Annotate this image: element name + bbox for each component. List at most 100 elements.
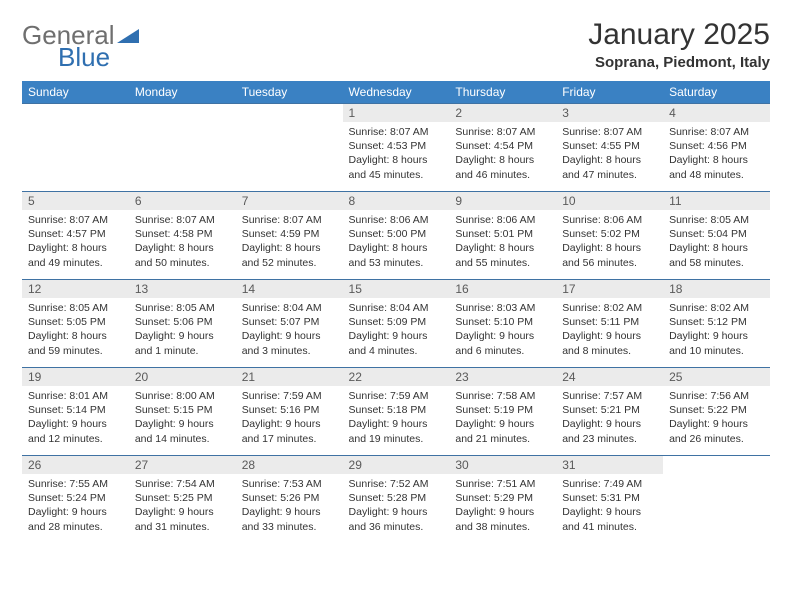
month-title: January 2025 [588,18,770,52]
day-info: Sunrise: 8:05 AMSunset: 5:05 PMDaylight:… [22,298,129,358]
day-info-line: Sunset: 5:22 PM [669,403,764,417]
day-info-line: Sunrise: 8:06 AM [562,213,657,227]
day-info: Sunrise: 8:06 AMSunset: 5:01 PMDaylight:… [449,210,556,270]
day-info-line: Sunset: 5:05 PM [28,315,123,329]
day-info: Sunrise: 7:59 AMSunset: 5:16 PMDaylight:… [236,386,343,446]
dow-friday: Friday [556,81,663,104]
day-info: Sunrise: 8:04 AMSunset: 5:09 PMDaylight:… [343,298,450,358]
day-info-line: Sunrise: 8:02 AM [562,301,657,315]
calendar-cell: 23Sunrise: 7:58 AMSunset: 5:19 PMDayligh… [449,368,556,456]
day-info-line: Sunrise: 8:07 AM [349,125,444,139]
day-info-line: Sunset: 4:53 PM [349,139,444,153]
location-label: Soprana, Piedmont, Italy [588,54,770,71]
day-info-line: Daylight: 9 hours [349,417,444,431]
day-info: Sunrise: 8:02 AMSunset: 5:11 PMDaylight:… [556,298,663,358]
calendar-cell: 4Sunrise: 8:07 AMSunset: 4:56 PMDaylight… [663,104,770,192]
day-number: 17 [556,280,663,298]
day-info: Sunrise: 8:07 AMSunset: 4:53 PMDaylight:… [343,122,450,182]
day-number: 27 [129,456,236,474]
day-info-line: Daylight: 9 hours [562,329,657,343]
day-info-line: Sunrise: 8:07 AM [455,125,550,139]
day-number: 7 [236,192,343,210]
day-number: 19 [22,368,129,386]
calendar-cell: 26Sunrise: 7:55 AMSunset: 5:24 PMDayligh… [22,456,129,544]
calendar-cell: 14Sunrise: 8:04 AMSunset: 5:07 PMDayligh… [236,280,343,368]
day-info: Sunrise: 8:07 AMSunset: 4:58 PMDaylight:… [129,210,236,270]
day-info-line: and 52 minutes. [242,256,337,270]
day-info-line: Sunrise: 7:56 AM [669,389,764,403]
day-info-line: Daylight: 9 hours [562,417,657,431]
day-info-line: and 12 minutes. [28,432,123,446]
day-info-line: Sunset: 5:10 PM [455,315,550,329]
day-info-line: Sunrise: 7:53 AM [242,477,337,491]
day-info-line: Sunset: 4:56 PM [669,139,764,153]
day-info-line: Sunset: 5:25 PM [135,491,230,505]
day-info-line: and 21 minutes. [455,432,550,446]
day-info-line: and 6 minutes. [455,344,550,358]
day-info-line: Daylight: 8 hours [455,153,550,167]
day-info-line: and 31 minutes. [135,520,230,534]
day-info-line: Sunset: 5:19 PM [455,403,550,417]
day-info-line: Sunrise: 7:58 AM [455,389,550,403]
calendar-cell: 29Sunrise: 7:52 AMSunset: 5:28 PMDayligh… [343,456,450,544]
day-info-line: Sunrise: 7:52 AM [349,477,444,491]
calendar-cell: 19Sunrise: 8:01 AMSunset: 5:14 PMDayligh… [22,368,129,456]
calendar-cell: 22Sunrise: 7:59 AMSunset: 5:18 PMDayligh… [343,368,450,456]
calendar-cell [129,104,236,192]
day-info: Sunrise: 8:07 AMSunset: 4:54 PMDaylight:… [449,122,556,182]
day-info-line: and 28 minutes. [28,520,123,534]
day-number: 6 [129,192,236,210]
day-info-line: Daylight: 9 hours [349,505,444,519]
day-info-line: Sunrise: 8:07 AM [135,213,230,227]
day-info-line: Daylight: 8 hours [562,153,657,167]
day-info-line: and 1 minute. [135,344,230,358]
day-info-line: Sunrise: 8:03 AM [455,301,550,315]
day-info-line: Sunrise: 8:04 AM [349,301,444,315]
day-info-line: Sunrise: 7:51 AM [455,477,550,491]
dow-saturday: Saturday [663,81,770,104]
day-info: Sunrise: 8:06 AMSunset: 5:02 PMDaylight:… [556,210,663,270]
day-info-line: and 47 minutes. [562,168,657,182]
triangle-icon [117,28,141,48]
day-info-line: and 58 minutes. [669,256,764,270]
day-number: 20 [129,368,236,386]
day-info-line: Daylight: 9 hours [669,417,764,431]
day-info-line: and 38 minutes. [455,520,550,534]
calendar-cell: 5Sunrise: 8:07 AMSunset: 4:57 PMDaylight… [22,192,129,280]
calendar-body: 1Sunrise: 8:07 AMSunset: 4:53 PMDaylight… [22,104,770,544]
day-info: Sunrise: 8:07 AMSunset: 4:59 PMDaylight:… [236,210,343,270]
day-info-line: Sunset: 5:01 PM [455,227,550,241]
day-number: 1 [343,104,450,122]
day-info: Sunrise: 8:07 AMSunset: 4:55 PMDaylight:… [556,122,663,182]
calendar-cell [236,104,343,192]
calendar-cell [663,456,770,544]
day-info-line: Sunrise: 8:05 AM [669,213,764,227]
day-info-line: Sunset: 5:07 PM [242,315,337,329]
calendar-cell: 18Sunrise: 8:02 AMSunset: 5:12 PMDayligh… [663,280,770,368]
calendar-cell: 28Sunrise: 7:53 AMSunset: 5:26 PMDayligh… [236,456,343,544]
day-info-line: and 23 minutes. [562,432,657,446]
calendar-cell: 1Sunrise: 8:07 AMSunset: 4:53 PMDaylight… [343,104,450,192]
day-number: 30 [449,456,556,474]
calendar-cell: 8Sunrise: 8:06 AMSunset: 5:00 PMDaylight… [343,192,450,280]
day-number: 31 [556,456,663,474]
calendar-cell: 9Sunrise: 8:06 AMSunset: 5:01 PMDaylight… [449,192,556,280]
day-info-line: and 48 minutes. [669,168,764,182]
day-info-line: Daylight: 9 hours [135,505,230,519]
calendar-row: 5Sunrise: 8:07 AMSunset: 4:57 PMDaylight… [22,192,770,280]
day-info-line: Sunset: 5:00 PM [349,227,444,241]
day-info: Sunrise: 8:07 AMSunset: 4:57 PMDaylight:… [22,210,129,270]
day-number: 26 [22,456,129,474]
day-info-line: Sunrise: 7:49 AM [562,477,657,491]
day-info-line: and 3 minutes. [242,344,337,358]
day-info: Sunrise: 8:01 AMSunset: 5:14 PMDaylight:… [22,386,129,446]
day-number: 9 [449,192,556,210]
calendar-cell: 2Sunrise: 8:07 AMSunset: 4:54 PMDaylight… [449,104,556,192]
day-info-line: Sunset: 5:09 PM [349,315,444,329]
day-info-line: and 10 minutes. [669,344,764,358]
day-info-line: and 59 minutes. [28,344,123,358]
day-info-line: Sunrise: 8:07 AM [669,125,764,139]
day-number: 8 [343,192,450,210]
day-info-line: Sunset: 5:31 PM [562,491,657,505]
day-info-line: Sunrise: 7:55 AM [28,477,123,491]
